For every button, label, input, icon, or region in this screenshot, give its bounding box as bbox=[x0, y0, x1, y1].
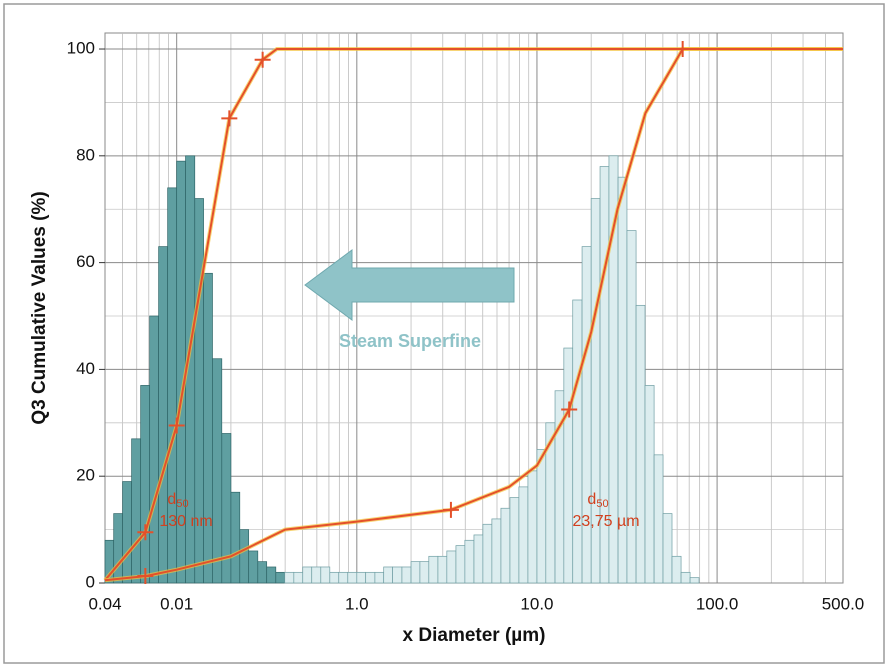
product-label: Steam Superfine bbox=[339, 331, 481, 351]
annotation-text: 23,75 µm bbox=[572, 513, 639, 530]
histogram-bar bbox=[446, 550, 457, 584]
histogram-bar bbox=[428, 555, 439, 584]
histogram-bar bbox=[518, 486, 529, 584]
curve-marker bbox=[254, 51, 271, 68]
x-tick-label: 0.01 bbox=[160, 594, 193, 613]
histogram-bar bbox=[374, 571, 385, 584]
histogram-bar bbox=[113, 513, 123, 584]
y-tick-label: 80 bbox=[76, 145, 95, 164]
histogram-bar bbox=[536, 449, 547, 584]
curve-marker bbox=[221, 110, 238, 127]
y-tick-label: 20 bbox=[76, 466, 95, 485]
curve-marker bbox=[168, 417, 185, 434]
histogram-bar bbox=[329, 571, 340, 584]
x-tick-label: 1.0 bbox=[345, 594, 369, 613]
histogram-bar bbox=[671, 555, 682, 584]
histogram-bar bbox=[158, 246, 169, 584]
histogram-bar bbox=[419, 561, 430, 584]
histogram-bar bbox=[653, 454, 664, 584]
histogram-bar bbox=[320, 566, 331, 584]
annotation-text: 130 nm bbox=[159, 513, 212, 530]
histogram-bar bbox=[644, 385, 655, 584]
x-tick-label: 0.04 bbox=[88, 594, 121, 613]
histogram-bar bbox=[293, 571, 304, 584]
annotation-symbol: d50 bbox=[167, 491, 188, 510]
histogram-bar bbox=[347, 571, 358, 584]
subscript: 50 bbox=[176, 498, 188, 510]
histogram-bar bbox=[230, 491, 241, 584]
subscript: 50 bbox=[596, 498, 608, 510]
histogram-bar bbox=[203, 272, 213, 584]
y-tick-label: 100 bbox=[67, 39, 95, 58]
histogram-bar bbox=[212, 358, 223, 584]
histogram-bar bbox=[275, 571, 286, 584]
y-tick-label: 40 bbox=[76, 359, 95, 378]
histogram-bar bbox=[365, 571, 376, 584]
histogram-bar bbox=[239, 529, 250, 584]
curve-marker bbox=[442, 501, 459, 518]
x-axis-title: x Diameter (µm) bbox=[403, 625, 546, 646]
annotation-symbol: d50 bbox=[587, 491, 608, 510]
y-tick-label: 0 bbox=[86, 572, 95, 591]
histogram-bar bbox=[680, 571, 691, 584]
histogram-bar bbox=[455, 545, 466, 584]
bars bbox=[104, 155, 700, 584]
curve-marker bbox=[137, 524, 154, 541]
histogram-bar bbox=[383, 566, 393, 584]
histogram-bar bbox=[581, 246, 592, 584]
histogram-bar bbox=[527, 470, 538, 584]
histogram-bar bbox=[491, 518, 502, 584]
histogram-bar bbox=[437, 555, 448, 584]
curve-marker bbox=[674, 41, 691, 58]
histogram-bar bbox=[122, 481, 132, 584]
symbol: d bbox=[167, 491, 176, 508]
histogram-bar bbox=[257, 561, 268, 584]
histogram-bar bbox=[392, 566, 403, 584]
histogram-bar bbox=[482, 523, 493, 584]
cumulative-curve bbox=[104, 48, 843, 582]
histogram-bar bbox=[464, 539, 475, 584]
histogram-bar bbox=[401, 566, 412, 584]
histogram-bar bbox=[140, 385, 151, 584]
curve-marker bbox=[561, 401, 578, 418]
x-tick-label: 10.0 bbox=[520, 594, 553, 613]
histogram-bar bbox=[131, 438, 142, 584]
curves bbox=[103, 41, 843, 585]
histogram-bar bbox=[149, 315, 159, 584]
histogram-bar bbox=[500, 507, 511, 584]
histogram-bar bbox=[356, 571, 367, 584]
histogram-bar bbox=[248, 550, 259, 584]
symbol: d bbox=[587, 491, 596, 508]
x-tick-label: 100.0 bbox=[696, 594, 739, 613]
histogram-bar bbox=[410, 561, 421, 584]
histogram-bar bbox=[338, 571, 349, 584]
histogram-bar bbox=[572, 299, 583, 584]
histogram-bar bbox=[662, 513, 673, 584]
histogram-bar bbox=[221, 433, 232, 584]
histogram-bar bbox=[635, 304, 646, 584]
curve-marker bbox=[137, 568, 154, 585]
arrow bbox=[304, 249, 515, 321]
histogram-bar bbox=[689, 577, 700, 584]
x-tick-label: 500.0 bbox=[822, 594, 865, 613]
histogram-bar bbox=[311, 566, 322, 584]
histogram-bar bbox=[509, 497, 520, 584]
histogram-bar bbox=[284, 571, 295, 584]
histogram-bar bbox=[302, 566, 313, 584]
labels: 0.04 0.01 1.0 10.0 100.0 500.0020406080100d50… bbox=[67, 39, 865, 614]
y-axis-title: Q3 Cumulative Values (%) bbox=[29, 191, 50, 424]
histogram-bar bbox=[473, 534, 484, 584]
histogram-bar bbox=[266, 566, 277, 584]
y-tick-label: 60 bbox=[76, 252, 95, 271]
histogram-bar bbox=[563, 347, 574, 584]
